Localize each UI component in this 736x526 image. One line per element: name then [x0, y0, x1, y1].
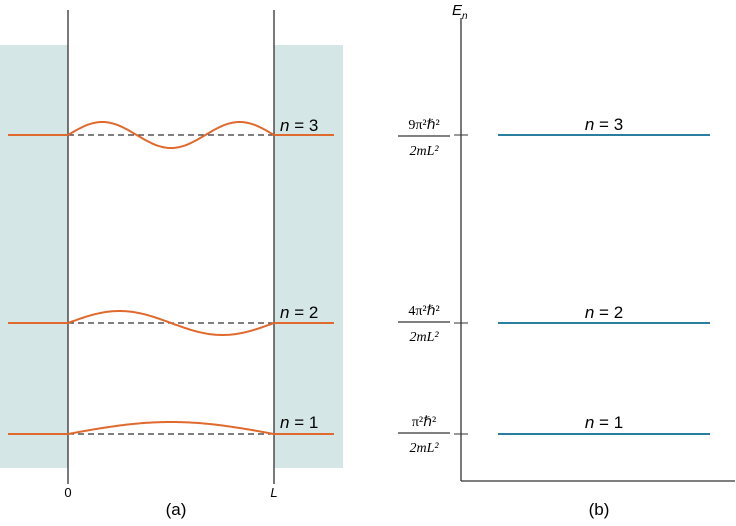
state-label-n1: n = 1	[280, 413, 318, 432]
left-barrier-region	[0, 45, 68, 468]
wavefunction-n3	[67, 120, 275, 150]
energy-baselines	[8, 134, 334, 435]
formula-n3-denominator: 2mL²	[409, 144, 439, 159]
energy-formula-n2: 4π²ℏ² 2mL²	[398, 304, 450, 345]
panel-a-caption: (a)	[166, 500, 187, 519]
energy-formula-n3: 9π²ℏ² 2mL²	[398, 118, 450, 159]
formula-n1-denominator: 2mL²	[409, 441, 439, 456]
energy-axis-label: En	[452, 2, 468, 22]
panel-b-caption: (b)	[589, 500, 610, 519]
panel-b: En n = 3 n = 2 n = 1 9π²ℏ² 2mL² 4π²ℏ² 2m…	[398, 2, 735, 519]
wavefunction-n2	[67, 309, 275, 337]
level-label-n1: n = 1	[585, 413, 623, 432]
state-label-n2: n = 2	[280, 303, 318, 322]
wavefunction-n1	[67, 421, 275, 435]
formula-n2-denominator: 2mL²	[409, 330, 439, 345]
level-label-n2: n = 2	[585, 303, 623, 322]
formula-n2-numerator: 4π²ℏ²	[408, 304, 439, 319]
right-barrier-region	[274, 45, 343, 468]
x-axis-label-L: L	[270, 485, 277, 500]
formula-n1-numerator: π²ℏ²	[412, 415, 436, 430]
level-label-n3: n = 3	[585, 115, 623, 134]
formula-n3-numerator: 9π²ℏ²	[408, 118, 439, 133]
energy-formula-n1: π²ℏ² 2mL²	[398, 415, 450, 456]
state-label-n3: n = 3	[280, 116, 318, 135]
x-axis-label-zero: 0	[64, 485, 71, 500]
panel-a: n = 3 n = 2 n = 1 0 L (a)	[0, 10, 343, 519]
